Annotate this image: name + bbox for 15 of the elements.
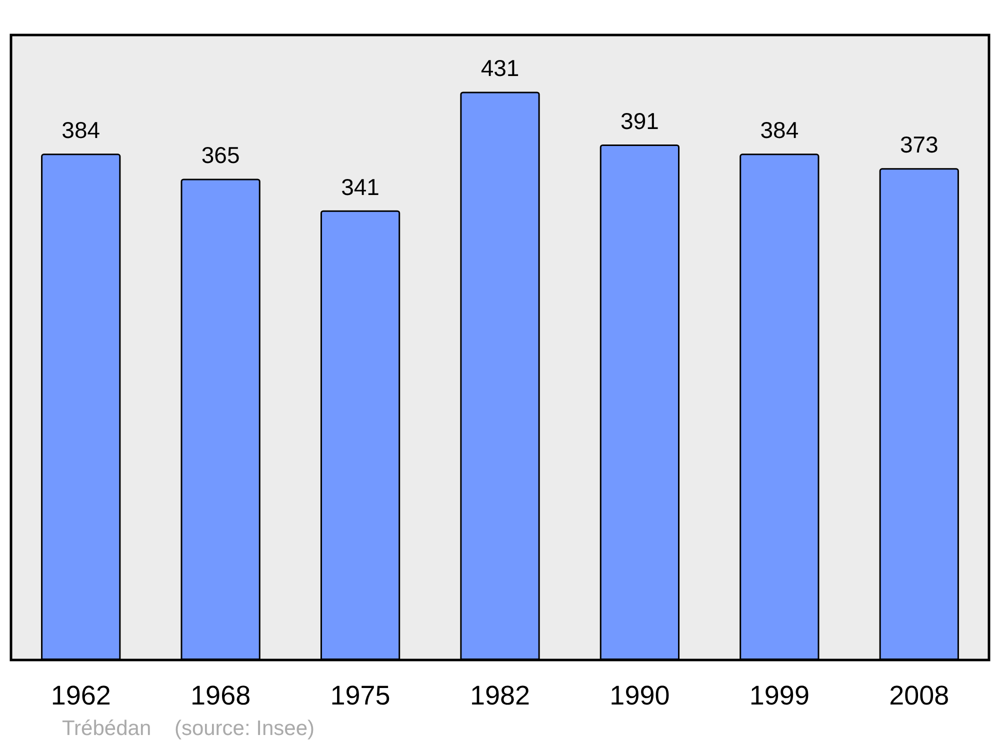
- x-tick-label: 1962: [50, 680, 111, 710]
- data-label: 431: [480, 55, 520, 82]
- x-tick-label: 2008: [889, 680, 950, 710]
- data-label: 384: [760, 117, 799, 144]
- text: Trébédan (source: Insee): [62, 717, 315, 740]
- x-tick-label: 1990: [610, 680, 670, 710]
- data-label: 373: [900, 132, 938, 158]
- x-tick-label: 1968: [190, 680, 251, 710]
- x-tick-label: 1999: [749, 680, 810, 710]
- data-label: 341: [341, 174, 380, 200]
- x-tick-label: 1975: [330, 680, 390, 710]
- data-label: 365: [201, 142, 240, 168]
- x-tick-label: 1982: [470, 680, 530, 710]
- data-label: 391: [620, 108, 659, 134]
- data-label: 384: [62, 117, 100, 144]
